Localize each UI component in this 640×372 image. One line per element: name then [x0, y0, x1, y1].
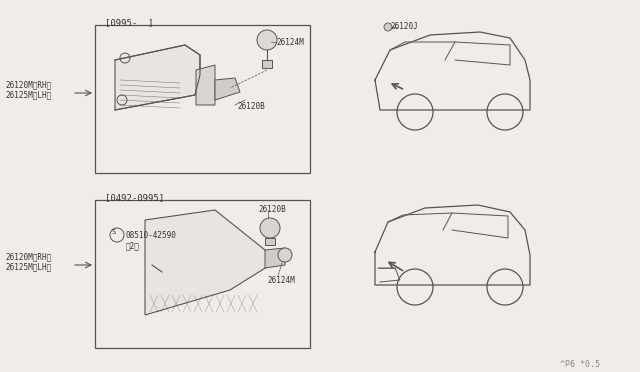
- Circle shape: [397, 269, 433, 305]
- Bar: [262, 60, 272, 68]
- Circle shape: [487, 94, 523, 130]
- Text: 26124M: 26124M: [267, 276, 295, 285]
- Text: [0995-  ]: [0995- ]: [105, 18, 154, 27]
- Polygon shape: [145, 210, 270, 315]
- Circle shape: [397, 94, 433, 130]
- Circle shape: [278, 248, 292, 262]
- Polygon shape: [265, 248, 285, 268]
- Polygon shape: [115, 45, 200, 110]
- Circle shape: [260, 218, 280, 238]
- Circle shape: [384, 23, 392, 31]
- Polygon shape: [196, 65, 215, 105]
- Text: 26124M: 26124M: [276, 38, 304, 47]
- Text: 26120M〈RH〉
26125M〈LH〉: 26120M〈RH〉 26125M〈LH〉: [5, 252, 51, 272]
- Bar: [95, 25, 310, 173]
- Polygon shape: [215, 78, 240, 100]
- Text: ^P6 *0.5: ^P6 *0.5: [560, 360, 600, 369]
- Circle shape: [487, 269, 523, 305]
- Text: [0492-0995]: [0492-0995]: [105, 193, 164, 202]
- Text: S: S: [112, 229, 116, 235]
- Text: 26120M〈RH〉
26125M〈LH〉: 26120M〈RH〉 26125M〈LH〉: [5, 80, 51, 100]
- Text: 26120B: 26120B: [237, 102, 265, 111]
- Circle shape: [257, 30, 277, 50]
- Text: 08510-42590
よ2ら: 08510-42590 よ2ら: [126, 231, 177, 250]
- Circle shape: [149, 262, 155, 268]
- Bar: [265, 238, 275, 245]
- Text: 26120J: 26120J: [390, 22, 418, 31]
- Text: 26120B: 26120B: [258, 205, 285, 214]
- Bar: [95, 200, 310, 348]
